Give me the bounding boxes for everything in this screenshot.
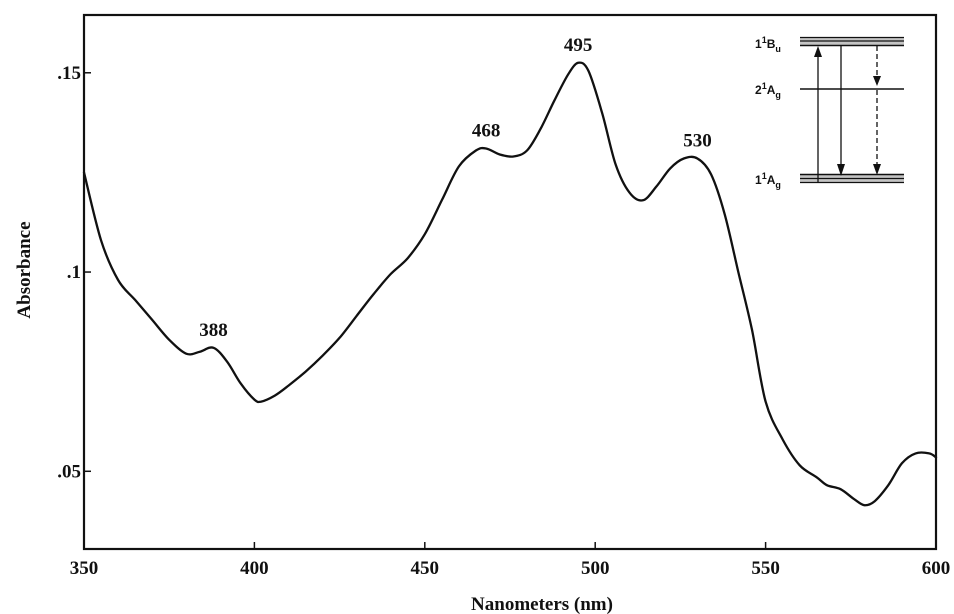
level-label-1ag: 11Ag <box>755 171 781 190</box>
y-tick-label: .1 <box>67 262 81 283</box>
peak-label: 468 <box>472 121 501 142</box>
y-axis-title: Absorbance <box>14 221 35 318</box>
relaxation-arrow-upper-head <box>873 76 881 86</box>
x-tick-label: 350 <box>70 558 99 579</box>
emission-arrow-head <box>837 164 845 176</box>
peak-label: 530 <box>683 130 712 151</box>
x-axis-title: Nanometers (nm) <box>471 594 613 614</box>
peak-label: 388 <box>199 320 228 341</box>
absorbance-curve <box>82 61 938 507</box>
relaxation-arrow-lower-head <box>873 164 881 175</box>
y-tick-label: .15 <box>57 63 81 84</box>
x-tick-label: 500 <box>581 558 610 579</box>
absorption-arrow-head <box>814 46 822 57</box>
x-axis-ticks: 350 400 450 500 550 600 <box>70 542 951 579</box>
plot-frame <box>82 13 938 551</box>
peak-label: 495 <box>564 35 593 56</box>
peak-labels: 388 468 495 530 <box>199 35 711 341</box>
energy-level-inset: 11Bu 21Ag 11Ag <box>755 35 904 190</box>
y-tick-label: .05 <box>57 461 81 482</box>
y-axis-ticks: .05 .1 .15 <box>57 63 91 482</box>
x-tick-label: 600 <box>922 558 951 579</box>
x-tick-label: 400 <box>240 558 269 579</box>
x-tick-label: 550 <box>751 558 780 579</box>
x-tick-label: 450 <box>411 558 440 579</box>
level-label-2ag: 21Ag <box>755 81 781 100</box>
level-label-1bu: 11Bu <box>755 35 781 54</box>
